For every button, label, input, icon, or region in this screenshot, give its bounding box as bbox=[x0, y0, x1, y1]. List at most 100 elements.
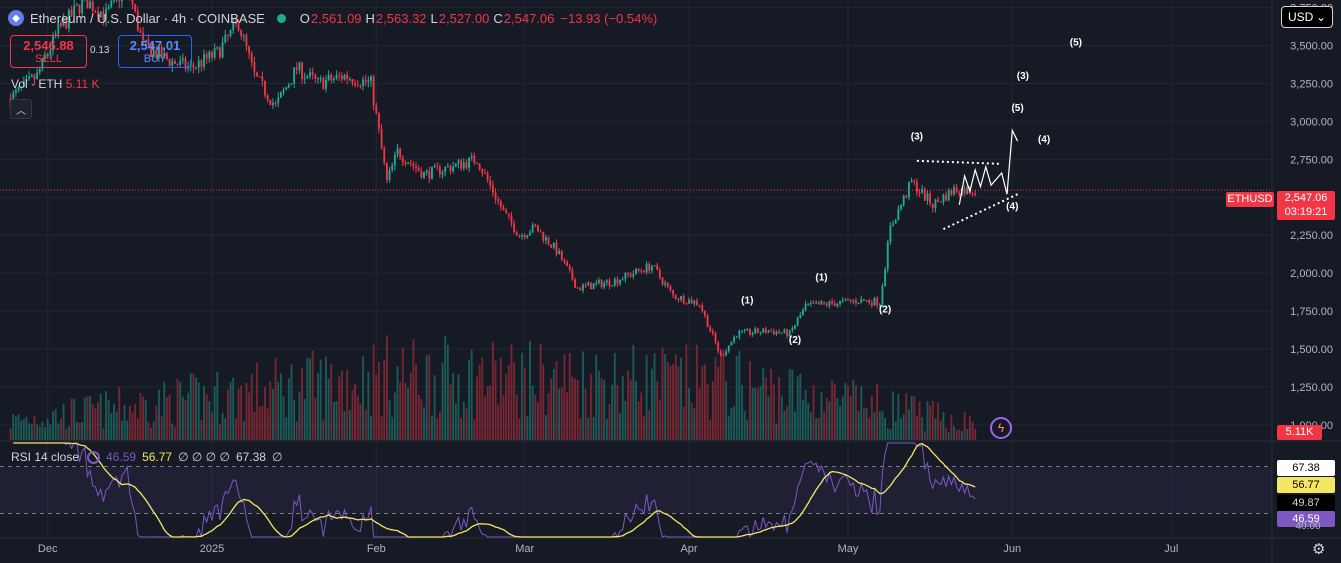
volume-bar bbox=[947, 432, 950, 440]
volume-bar bbox=[91, 404, 94, 440]
time-axis[interactable]: Dec 2025 Feb Mar Apr May Jun Jul bbox=[38, 543, 1178, 555]
candle-body bbox=[81, 0, 84, 14]
candle-body bbox=[873, 298, 876, 306]
candle-body bbox=[664, 283, 667, 285]
volume-bar bbox=[486, 385, 489, 440]
symbol-title[interactable]: Ethereum / U.S. Dollar · 4h · COINBASE bbox=[30, 10, 265, 26]
volume-bar bbox=[786, 406, 788, 440]
candle-body bbox=[521, 234, 523, 237]
candle-body bbox=[385, 162, 388, 180]
volume-bar bbox=[778, 377, 781, 440]
volume-bar bbox=[396, 366, 399, 440]
candle-body bbox=[897, 209, 900, 221]
volume-bar bbox=[70, 398, 73, 440]
candle-body bbox=[277, 97, 280, 104]
candle-body bbox=[452, 166, 455, 172]
candle-body bbox=[272, 102, 274, 106]
volume-bar bbox=[319, 359, 322, 440]
candle-body bbox=[20, 86, 23, 88]
volume-bar bbox=[499, 358, 502, 440]
candle-body bbox=[433, 165, 436, 167]
volume-bar bbox=[142, 396, 145, 440]
candle-body bbox=[786, 329, 788, 337]
candle-body bbox=[592, 283, 595, 290]
volume-bar bbox=[926, 401, 929, 440]
volume-bar bbox=[590, 373, 592, 440]
volume-bar bbox=[131, 412, 134, 440]
market-status-icon[interactable] bbox=[276, 13, 286, 23]
candle-body bbox=[905, 195, 908, 198]
volume-bar bbox=[107, 399, 110, 440]
rsi-tag-upper: 67.38 bbox=[1277, 460, 1335, 476]
chevron-up-icon[interactable]: ︿ bbox=[10, 99, 32, 119]
open-label: O bbox=[299, 10, 310, 26]
candle-body bbox=[184, 58, 187, 69]
candle-body bbox=[778, 331, 781, 333]
volume-bar bbox=[343, 411, 346, 440]
volume-bar bbox=[460, 418, 463, 440]
rsi-value: 46.59 bbox=[106, 450, 137, 464]
volume-bar bbox=[923, 431, 926, 440]
candle-body bbox=[494, 192, 497, 200]
volume-bar bbox=[216, 371, 219, 440]
candle-body bbox=[367, 80, 370, 83]
volume-bar bbox=[385, 335, 388, 440]
candle-body bbox=[807, 303, 810, 305]
candle-body bbox=[542, 232, 545, 241]
volume-bar bbox=[833, 383, 836, 440]
lightning-icon[interactable]: ϟ bbox=[990, 417, 1012, 439]
volume-bar bbox=[696, 344, 698, 440]
rsi-legend[interactable]: RSI 14 close 46.59 56.77 ∅ ∅ ∅ ∅ 67.38 ∅ bbox=[11, 450, 288, 464]
volume-bars bbox=[9, 335, 977, 440]
candle-body bbox=[717, 342, 720, 352]
volume-legend[interactable]: Vol · ETH 5.11 K bbox=[11, 77, 100, 91]
volume-bar bbox=[772, 384, 775, 440]
price-axis[interactable]: 3,750.003,500.003,250.003,000.002,750.00… bbox=[1290, 3, 1333, 432]
candle-body bbox=[680, 296, 682, 300]
volume-bar bbox=[855, 384, 857, 440]
candle-body bbox=[168, 59, 171, 66]
candle-body bbox=[176, 63, 179, 65]
candle-body bbox=[743, 329, 746, 331]
volume-bar bbox=[256, 362, 258, 440]
volume-bar bbox=[735, 355, 738, 440]
candle-body bbox=[118, 0, 121, 2]
gear-icon[interactable]: ⚙ bbox=[1312, 541, 1326, 558]
candle-body bbox=[685, 303, 688, 305]
currency-select[interactable]: USD ⌄ bbox=[1281, 6, 1333, 28]
indicator-sync-icon[interactable] bbox=[87, 450, 101, 464]
volume-bar bbox=[961, 431, 963, 440]
candle-body bbox=[502, 207, 505, 211]
candle-body bbox=[364, 79, 367, 83]
low-label: L bbox=[430, 10, 438, 26]
change-value: −13.93 (−0.54%) bbox=[560, 10, 658, 26]
projection-path bbox=[958, 128, 1019, 205]
candle-body bbox=[396, 148, 399, 155]
time-tick-label: Apr bbox=[680, 543, 697, 555]
volume-bar bbox=[102, 428, 105, 440]
volume-bar bbox=[208, 401, 211, 440]
sell-button[interactable]: 2,546.88 SELL bbox=[10, 35, 87, 68]
volume-bar bbox=[507, 364, 510, 440]
candle-body bbox=[279, 92, 282, 98]
volume-bar bbox=[346, 369, 349, 440]
volume-bar bbox=[322, 419, 325, 440]
candle-body bbox=[211, 51, 213, 58]
buy-button[interactable]: 2,547.01 BUY bbox=[118, 35, 192, 68]
volume-bar bbox=[921, 417, 924, 440]
candle-body bbox=[478, 164, 481, 170]
volume-bar bbox=[213, 386, 216, 440]
candle-body bbox=[155, 49, 158, 58]
candle-body bbox=[393, 154, 396, 166]
candle-body bbox=[836, 303, 839, 307]
volume-bar bbox=[356, 395, 359, 440]
volume-bar bbox=[120, 420, 123, 440]
candle-body bbox=[815, 302, 818, 304]
volume-bar bbox=[915, 415, 918, 440]
volume-bar bbox=[595, 354, 598, 440]
volume-bar bbox=[266, 408, 269, 440]
candle-body bbox=[579, 288, 582, 291]
candle-body bbox=[709, 327, 712, 332]
candle-body bbox=[152, 49, 155, 57]
